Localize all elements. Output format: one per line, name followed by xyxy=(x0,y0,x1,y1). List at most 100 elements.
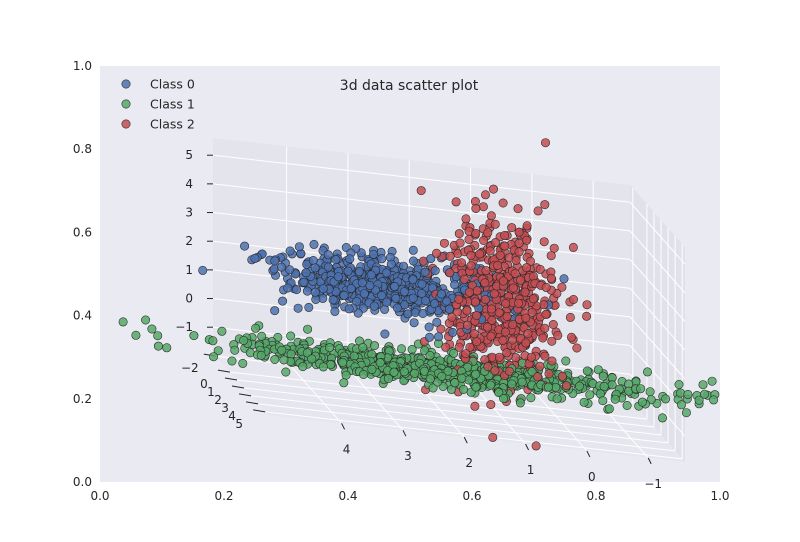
grid-line-z-back xyxy=(212,154,631,203)
point-class-2 xyxy=(510,268,520,278)
grid-line-z-side xyxy=(629,316,686,380)
point-class-0 xyxy=(299,277,309,287)
point-class-2 xyxy=(511,255,521,265)
point-class-2 xyxy=(539,300,549,310)
point-class-2 xyxy=(455,238,465,248)
point-class-0 xyxy=(198,265,208,275)
point-class-0 xyxy=(339,290,349,300)
point-class-1 xyxy=(227,356,237,366)
point-class-2 xyxy=(500,231,510,241)
legend-label: Class 0 xyxy=(150,77,195,92)
point-class-1 xyxy=(153,341,163,351)
outer-y-tick-label: 0.2 xyxy=(73,392,92,406)
point-class-2 xyxy=(498,198,508,208)
point-class-1 xyxy=(141,315,151,325)
point-class-1 xyxy=(383,374,393,384)
grid-line-y-floor xyxy=(229,371,647,420)
point-class-0 xyxy=(436,289,446,299)
point-class-1 xyxy=(230,345,240,355)
grid-line-x-floor xyxy=(408,374,465,438)
point-class-1 xyxy=(507,379,517,389)
x-tick-label: 0 xyxy=(588,470,596,484)
grid-line-x-floor xyxy=(347,367,404,431)
grid-line-z-side xyxy=(629,287,686,351)
point-class-1 xyxy=(527,367,537,377)
point-class-1 xyxy=(494,388,504,398)
point-class-0 xyxy=(366,270,376,280)
point-class-2 xyxy=(521,313,531,323)
point-class-2 xyxy=(514,238,524,248)
point-class-0 xyxy=(344,304,354,314)
point-class-0 xyxy=(283,283,293,293)
point-class-1 xyxy=(681,408,691,418)
point-class-0 xyxy=(328,295,338,305)
grid-line-x-floor xyxy=(286,360,342,424)
point-class-2 xyxy=(547,336,557,346)
point-class-0 xyxy=(559,274,569,284)
point-class-2 xyxy=(514,247,524,257)
point-class-1 xyxy=(277,345,287,355)
point-class-2 xyxy=(486,331,496,341)
point-class-0 xyxy=(444,304,454,314)
point-class-2 xyxy=(521,338,531,348)
point-class-1 xyxy=(217,326,227,336)
point-class-2 xyxy=(466,261,476,271)
point-class-1 xyxy=(515,398,525,408)
point-class-2 xyxy=(445,251,455,261)
point-class-0 xyxy=(377,290,387,300)
point-class-0 xyxy=(301,268,311,278)
point-class-0 xyxy=(240,241,250,251)
grid-line-z-side xyxy=(629,230,686,294)
point-class-2 xyxy=(464,287,474,297)
point-class-2 xyxy=(483,322,493,332)
point-class-0 xyxy=(345,254,355,264)
scatter-points xyxy=(118,138,720,451)
point-class-1 xyxy=(458,384,468,394)
point-class-1 xyxy=(341,370,351,380)
z-tick-label: 0 xyxy=(185,292,193,306)
point-class-2 xyxy=(483,228,493,238)
x-tick-mark xyxy=(525,443,530,451)
outer-x-ticks: 0.0 0.2 0.4 0.6 0.8 1.0 xyxy=(90,489,729,503)
point-class-1 xyxy=(281,367,291,377)
point-class-2 xyxy=(461,349,471,359)
point-class-0 xyxy=(343,266,353,276)
point-class-2 xyxy=(553,330,563,340)
point-class-1 xyxy=(257,331,267,341)
point-class-2 xyxy=(540,200,550,210)
point-class-0 xyxy=(304,302,314,312)
point-class-1 xyxy=(457,373,467,383)
point-class-2 xyxy=(475,249,485,259)
point-class-2 xyxy=(445,268,455,278)
point-class-1 xyxy=(574,381,584,391)
point-class-2 xyxy=(494,352,504,362)
point-class-2 xyxy=(527,307,537,317)
point-class-1 xyxy=(622,400,632,410)
grid-line-y-floor xyxy=(243,387,662,436)
point-class-2 xyxy=(568,294,578,304)
legend-label: Class 2 xyxy=(150,117,195,132)
point-class-1 xyxy=(325,343,335,353)
point-class-2 xyxy=(540,323,550,333)
point-class-1 xyxy=(209,352,219,362)
point-class-1 xyxy=(698,380,708,390)
point-class-1 xyxy=(410,368,420,378)
y-tick-mark xyxy=(217,369,231,373)
point-class-2 xyxy=(538,333,548,343)
point-class-1 xyxy=(428,383,438,393)
point-class-1 xyxy=(407,344,417,354)
point-class-2 xyxy=(471,228,481,238)
point-class-2 xyxy=(488,184,498,194)
point-class-0 xyxy=(369,301,379,311)
point-class-0 xyxy=(408,256,418,266)
point-class-2 xyxy=(535,361,545,371)
point-class-0 xyxy=(408,293,418,303)
point-class-2 xyxy=(539,237,549,247)
point-class-0 xyxy=(354,267,364,277)
outer-x-tick-label: 0.4 xyxy=(338,489,357,503)
point-class-1 xyxy=(598,396,608,406)
point-class-0 xyxy=(310,287,320,297)
point-class-1 xyxy=(270,354,280,364)
grid-line-y-floor xyxy=(265,411,683,460)
point-class-2 xyxy=(480,278,490,288)
